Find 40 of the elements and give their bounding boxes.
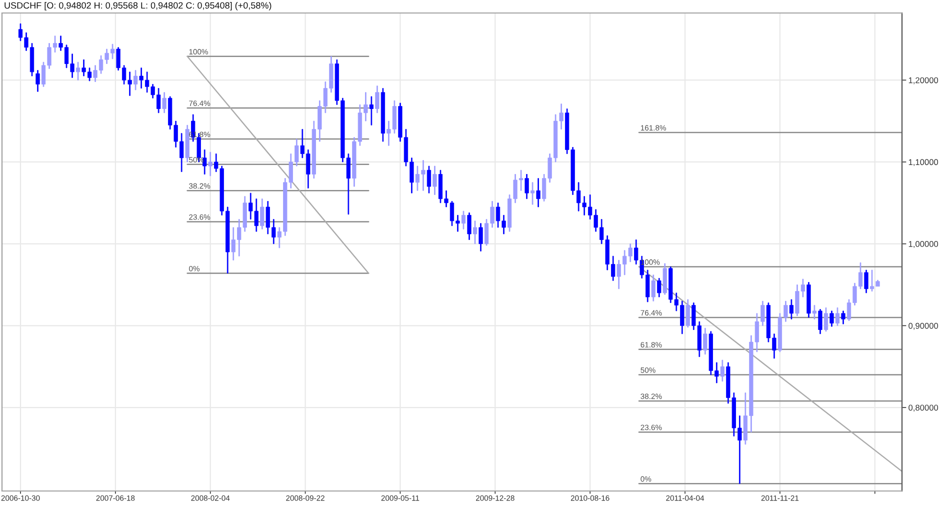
candlestick [530, 182, 535, 205]
candlestick [657, 278, 662, 298]
candlestick [478, 223, 483, 252]
candlestick [720, 360, 724, 382]
candlestick [536, 178, 540, 208]
candlestick [524, 174, 529, 200]
candlestick [864, 270, 868, 294]
y-tick-label: 0,80000 [908, 404, 938, 412]
y-tick-label: 1,20000 [908, 77, 938, 84]
candlestick [134, 70, 138, 90]
candlestick [432, 166, 437, 195]
candlestick [830, 310, 834, 327]
candlestick [185, 124, 190, 162]
candlestick [369, 96, 374, 126]
candlestick [162, 92, 166, 114]
candlestick [806, 282, 811, 318]
y-tick-label: 1,10000 [908, 159, 938, 166]
candlestick [260, 198, 264, 230]
candlestick [380, 88, 386, 142]
candlestick [426, 166, 432, 194]
candlestick [461, 210, 466, 230]
candlestick [818, 309, 822, 334]
candlestick [76, 62, 80, 80]
candlestick [651, 274, 656, 302]
candlestick [824, 307, 828, 332]
candlestick [662, 263, 667, 295]
candlestick [208, 152, 212, 176]
y-tick-label: 1,00000 [908, 241, 938, 248]
candlestick [789, 299, 794, 320]
candlestick [686, 299, 690, 328]
chart-title: USDCHF [O: 0,94802 H: 0,95568 L: 0,94802 C: 0,95408] (+0,58%) [4, 2, 272, 10]
candlestick [812, 304, 817, 320]
candlestick [472, 220, 478, 244]
y-tick-label: 0,90000 [908, 322, 938, 330]
candlestick [835, 307, 840, 326]
candlestick [467, 212, 472, 240]
candlestick [703, 328, 708, 355]
candlestick [841, 310, 846, 324]
candlestick [36, 70, 40, 92]
candlestick [375, 86, 380, 114]
